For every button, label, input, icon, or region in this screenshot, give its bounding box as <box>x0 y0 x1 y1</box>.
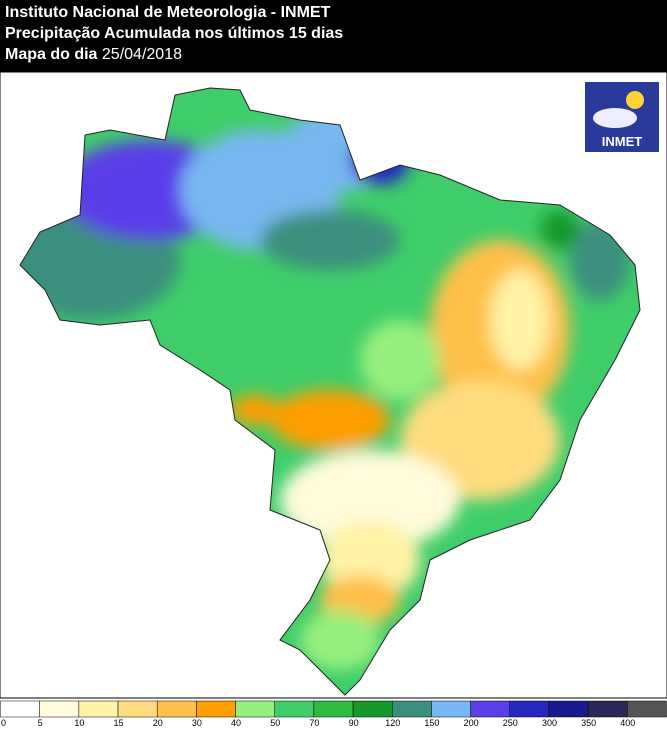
legend-label: 20 <box>153 718 163 728</box>
legend-label: 250 <box>503 718 518 728</box>
legend-swatch <box>0 700 40 718</box>
date: 25/04/2018 <box>101 46 182 63</box>
legend-swatch <box>392 700 432 718</box>
legend-label: 400 <box>620 718 635 728</box>
legend-swatch <box>352 700 393 718</box>
legend-label: 300 <box>542 718 557 728</box>
legend-swatch <box>627 700 667 718</box>
legend-label: 350 <box>581 718 596 728</box>
legend-swatch <box>274 700 315 718</box>
legend-label: 40 <box>231 718 241 728</box>
legend: 0 5 10 15 20 30 40 50 70 90 120 150 200 250 300 350 400 <box>0 700 667 728</box>
legend-label: 150 <box>424 718 439 728</box>
legend-label: 0 <box>1 718 6 728</box>
legend-swatch <box>431 700 471 718</box>
legend-swatch <box>548 700 589 718</box>
product: Precipitação Acumulada nos últimos 15 di… <box>5 25 344 42</box>
logo-text: INMET <box>602 134 643 149</box>
logo: INMET <box>585 82 659 152</box>
legend-swatch <box>78 700 119 718</box>
legend-swatch <box>196 700 236 718</box>
legend-label: 10 <box>74 718 84 728</box>
legend-swatch <box>156 700 197 718</box>
legend-swatch <box>235 700 275 718</box>
legend-label: 120 <box>385 718 400 728</box>
legend-swatch <box>117 700 158 718</box>
legend-label: 30 <box>192 718 202 728</box>
legend-swatch <box>587 700 628 718</box>
legend-label: 90 <box>349 718 359 728</box>
date-line: Mapa do dia 25/04/2018 <box>5 44 667 65</box>
legend-label: 5 <box>38 718 43 728</box>
legend-swatch <box>313 700 354 718</box>
legend-label: 200 <box>464 718 479 728</box>
date-label: Mapa do dia <box>5 46 98 63</box>
legend-swatch <box>509 700 550 718</box>
institute: Instituto Nacional de Meteorologia - INM… <box>5 4 331 21</box>
legend-label: 15 <box>114 718 124 728</box>
header: Instituto Nacional de Meteorologia - INM… <box>0 0 667 72</box>
legend-swatch <box>39 700 80 718</box>
legend-label: 70 <box>309 718 319 728</box>
legend-swatch <box>470 700 511 718</box>
legend-label: 50 <box>270 718 280 728</box>
